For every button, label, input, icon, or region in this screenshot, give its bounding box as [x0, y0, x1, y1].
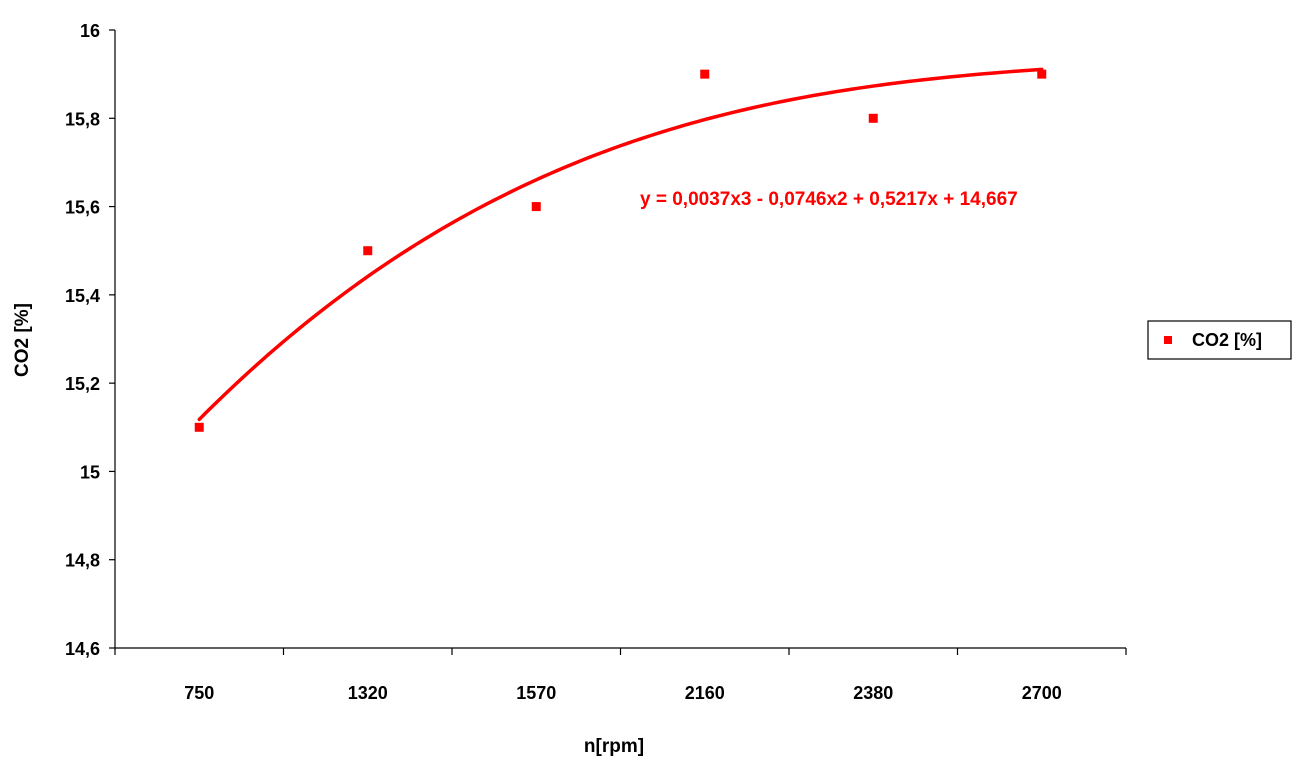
- data-point: [363, 246, 373, 256]
- y-tick-label: 15: [80, 462, 100, 482]
- data-point: [700, 69, 710, 79]
- x-axis: 750 1320 1570 2160 2380 2700: [114, 647, 1127, 703]
- trendline-curve: [197, 67, 1044, 422]
- legend-label: CO2 [%]: [1192, 330, 1262, 350]
- y-tick-label: 14,6: [65, 639, 100, 659]
- y-axis: 14,6 14,8 15 15,2 15,4 15,6 15,8 16: [65, 21, 116, 659]
- data-point: [531, 202, 541, 212]
- trendline: [197, 67, 1044, 422]
- y-tick-label: 15,6: [65, 198, 100, 218]
- y-tick-label: 16: [80, 21, 100, 41]
- y-tick-label: 15,4: [65, 286, 100, 306]
- data-point: [194, 422, 204, 432]
- y-axis-title: CO2 [%]: [12, 303, 33, 377]
- x-tick-label: 750: [184, 683, 214, 703]
- y-tick-label: 15,2: [65, 374, 100, 394]
- legend-marker: [1164, 336, 1172, 344]
- data-point: [868, 113, 878, 123]
- data-point: [1037, 69, 1047, 79]
- x-tick-label: 2160: [685, 683, 725, 703]
- x-tick-label: 1320: [348, 683, 388, 703]
- x-tick-label: 2700: [1022, 683, 1062, 703]
- x-axis-title: n[rpm]: [584, 736, 644, 757]
- trendline-equation: y = 0,0037x3 - 0,0746x2 + 0,5217x + 14,6…: [640, 189, 1018, 210]
- y-tick-label: 15,8: [65, 109, 100, 129]
- data-points: [194, 69, 1047, 432]
- legend: CO2 [%]: [1147, 320, 1292, 360]
- x-tick-label: 1570: [516, 683, 556, 703]
- y-tick-label: 14,8: [65, 551, 100, 571]
- x-tick-label: 2380: [853, 683, 893, 703]
